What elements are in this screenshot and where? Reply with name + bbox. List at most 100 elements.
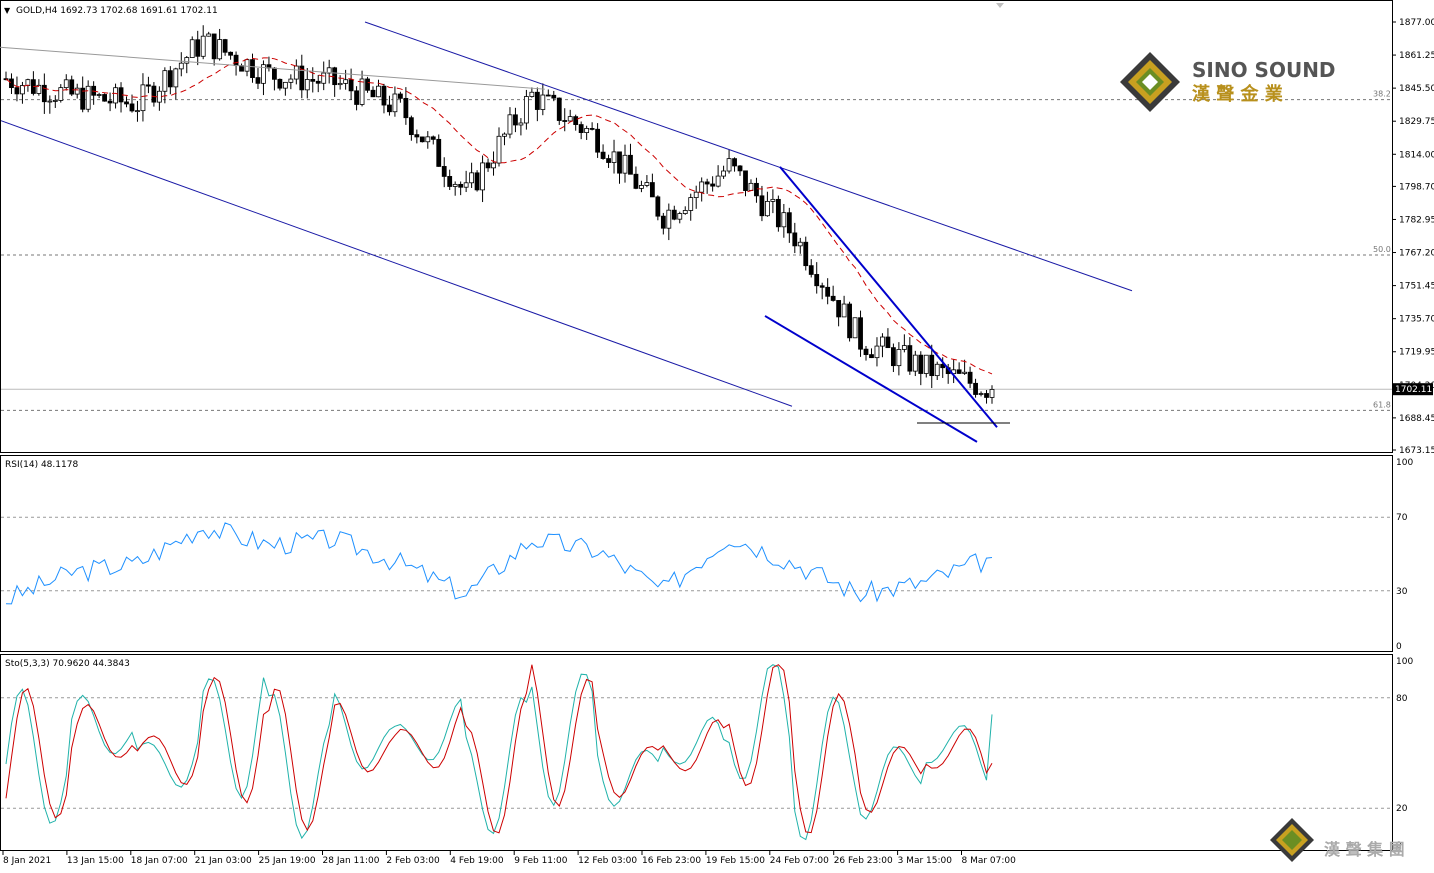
candle-body bbox=[710, 183, 716, 187]
candle-body bbox=[63, 79, 69, 89]
candle-body bbox=[869, 354, 874, 359]
candle-body bbox=[261, 64, 266, 84]
candle-body bbox=[523, 96, 529, 124]
candle-body bbox=[540, 94, 546, 110]
time-tick-label: 18 Jan 07:00 bbox=[131, 856, 188, 866]
rsi-panel-frame bbox=[0, 455, 1393, 652]
candle-body bbox=[272, 67, 277, 80]
time-tick-label: 4 Feb 19:00 bbox=[450, 856, 504, 866]
price-tick-label: 1688.45 bbox=[1399, 414, 1434, 424]
candle-body bbox=[759, 195, 765, 217]
stoch-title: Sto(5,3,3) 70.9620 44.3843 bbox=[5, 659, 130, 669]
candle-body bbox=[639, 185, 644, 189]
rsi-tick-label: 100 bbox=[1396, 458, 1413, 468]
candle-body bbox=[146, 84, 151, 87]
candle-body bbox=[655, 196, 661, 217]
candle-body bbox=[321, 72, 327, 84]
stoch-tick-label: 20 bbox=[1396, 804, 1408, 814]
candle-body bbox=[660, 215, 666, 229]
candle-body bbox=[644, 182, 650, 186]
candle-body bbox=[901, 345, 907, 350]
candle-body bbox=[343, 79, 349, 84]
candle-body bbox=[633, 173, 639, 189]
candle-body bbox=[819, 285, 825, 288]
chart-shift-marker-icon[interactable] bbox=[996, 3, 1004, 8]
candle-body bbox=[9, 78, 14, 89]
candle-body bbox=[545, 94, 551, 97]
candle-body bbox=[430, 136, 436, 140]
candle-body bbox=[496, 135, 502, 164]
candle-body bbox=[858, 317, 863, 350]
time-tick-label: 12 Feb 03:00 bbox=[578, 856, 637, 866]
candle-body bbox=[628, 154, 633, 175]
candle-body bbox=[315, 80, 321, 84]
price-tick-label: 1719.95 bbox=[1399, 348, 1434, 358]
candle-body bbox=[228, 51, 233, 56]
candle-body bbox=[365, 78, 370, 91]
candle-body bbox=[584, 128, 590, 133]
candle-body bbox=[617, 151, 622, 174]
candle-body bbox=[397, 93, 403, 99]
time-tick-label: 25 Jan 19:00 bbox=[259, 856, 316, 866]
candle-body bbox=[507, 114, 513, 135]
candle-body bbox=[737, 165, 743, 172]
candle-body bbox=[58, 87, 64, 101]
price-tick-label: 1814.00 bbox=[1399, 150, 1434, 160]
candle-body bbox=[102, 94, 107, 102]
candle-body bbox=[310, 79, 316, 82]
candle-body bbox=[775, 198, 781, 228]
rsi-tick-label: 70 bbox=[1396, 513, 1408, 523]
candle-body bbox=[184, 57, 190, 64]
candle-body bbox=[918, 354, 924, 374]
candle-body bbox=[880, 336, 885, 347]
candle-body bbox=[167, 70, 173, 88]
price-tick-label: 1735.70 bbox=[1399, 315, 1434, 325]
candle-body bbox=[244, 59, 250, 72]
candle-body bbox=[786, 212, 792, 234]
candle-body bbox=[934, 363, 940, 377]
candle-body bbox=[622, 154, 628, 174]
candle-body bbox=[721, 170, 726, 177]
sino-sound-logo: SINO SOUND 漢 聲 金 業 bbox=[1120, 52, 1336, 112]
candle-body bbox=[770, 198, 776, 202]
candle-body bbox=[896, 349, 902, 367]
wedge-lower-line bbox=[764, 315, 978, 443]
candle-body bbox=[891, 347, 896, 367]
candle-body bbox=[436, 138, 442, 167]
candle-body bbox=[96, 94, 102, 96]
candle-body bbox=[874, 345, 880, 359]
candle-body bbox=[419, 136, 425, 143]
rsi-tick-label: 0 bbox=[1396, 642, 1402, 652]
candle-body bbox=[814, 274, 820, 287]
candle-body bbox=[381, 85, 387, 106]
candle-body bbox=[671, 209, 677, 220]
candle-body bbox=[392, 93, 398, 113]
stoch-tick-label: 100 bbox=[1396, 657, 1413, 667]
candle-body bbox=[195, 39, 201, 57]
candle-body bbox=[299, 65, 305, 91]
candle-body bbox=[255, 77, 261, 84]
candle-body bbox=[124, 101, 129, 105]
rsi-layer bbox=[5, 522, 993, 605]
brand-name-cn: 漢 聲 金 業 bbox=[1192, 83, 1284, 105]
time-tick-label: 13 Jan 15:00 bbox=[67, 856, 124, 866]
footer-logo: 漢 聲 集 團 bbox=[1270, 818, 1405, 862]
collapse-arrow-icon[interactable]: ▼ bbox=[4, 6, 11, 15]
current-price-label: 1702.11 bbox=[1395, 385, 1432, 395]
price-tick-label: 1673.15 bbox=[1399, 446, 1434, 456]
candle-body bbox=[513, 114, 518, 126]
candle-body bbox=[743, 170, 748, 191]
stoch-layer bbox=[5, 664, 993, 841]
candle-body bbox=[841, 303, 847, 318]
candle-body bbox=[573, 116, 579, 125]
candle-body bbox=[693, 191, 699, 199]
candle-body bbox=[304, 79, 310, 91]
candle-body bbox=[337, 82, 343, 86]
candle-body bbox=[441, 166, 447, 177]
symbol-info: GOLD,H4 1692.73 1702.68 1691.61 1702.11 bbox=[16, 6, 218, 16]
candle-body bbox=[129, 103, 135, 112]
candle-body bbox=[502, 133, 507, 137]
candle-body bbox=[74, 87, 80, 95]
